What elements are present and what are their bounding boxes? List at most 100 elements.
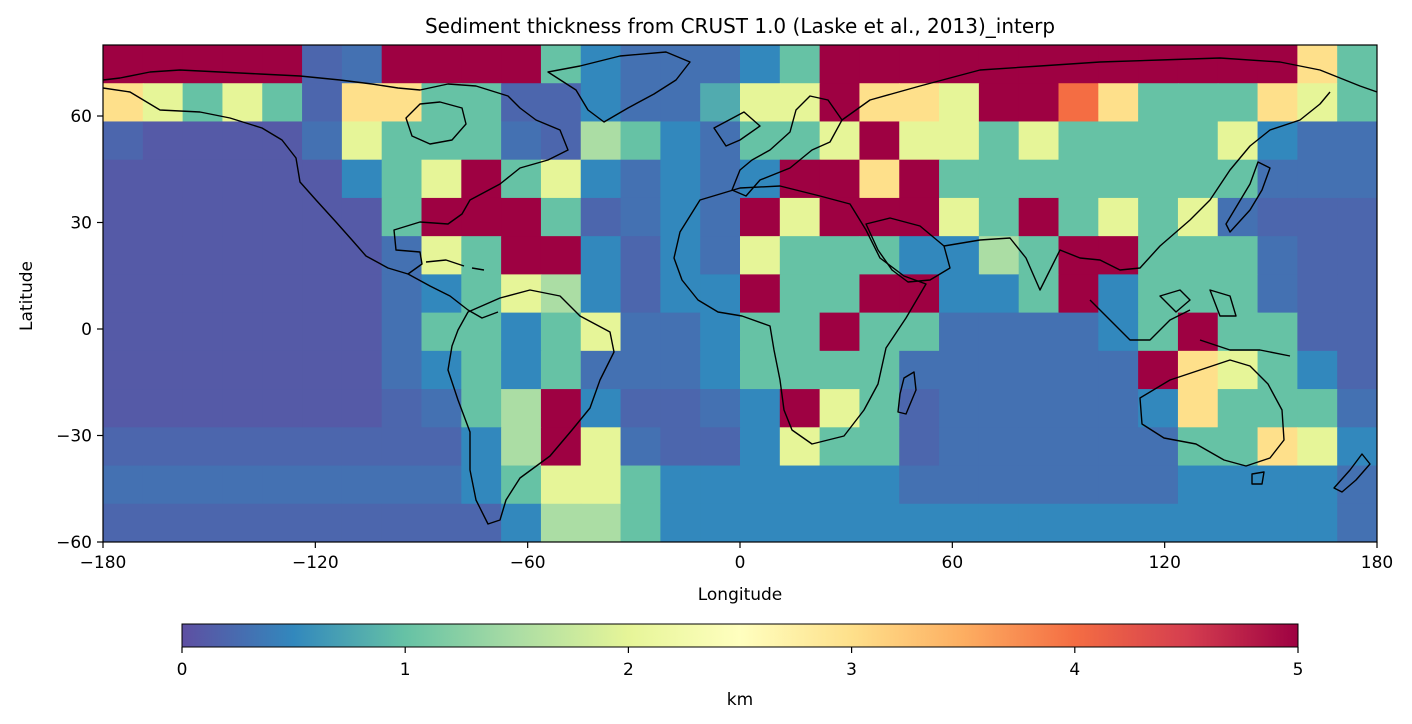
heatmap-cell [620, 274, 661, 314]
heatmap-cell [222, 503, 263, 542]
heatmap-cell [740, 197, 781, 237]
heatmap-cell [819, 389, 861, 428]
heatmap-cell [501, 312, 542, 352]
heatmap-cell [819, 427, 861, 467]
heatmap-cell [1098, 465, 1139, 505]
heatmap-cell [501, 503, 542, 542]
heatmap-cell [341, 45, 383, 84]
heatmap-cell [899, 45, 940, 84]
heatmap-cell [1018, 312, 1060, 352]
coastline-tasmania [1251, 471, 1265, 485]
heatmap-cell [978, 350, 1020, 390]
heatmap-cell [262, 389, 303, 428]
coastline-eurasia [841, 57, 1377, 291]
heatmap-cell [1098, 427, 1139, 467]
heatmap-cell [142, 159, 184, 199]
coastline-layer [103, 51, 1377, 525]
heatmap-cell [540, 121, 582, 161]
heatmap-cell [939, 312, 980, 352]
heatmap-cell [819, 503, 861, 542]
heatmap-cell [1337, 236, 1377, 275]
heatmap-cell [779, 350, 821, 390]
heatmap-cell [779, 465, 821, 505]
heatmap-cell [1297, 389, 1338, 428]
heatmap-cell [1337, 503, 1377, 542]
heatmap-cell [103, 312, 144, 352]
x-tick-label: 60 [942, 553, 964, 573]
heatmap-cell [103, 427, 144, 467]
heatmap-cell [142, 389, 184, 428]
heatmap-cell [103, 197, 144, 237]
heatmap-cell [501, 121, 542, 161]
heatmap-cell [182, 159, 224, 199]
heatmap-cell [740, 236, 781, 275]
heatmap-cell [939, 427, 980, 467]
heatmap-cell [540, 389, 582, 428]
heatmap-cell [620, 121, 661, 161]
heatmap-cell [620, 503, 661, 542]
heatmap-cell [1058, 389, 1099, 428]
coastline-japan [1225, 161, 1271, 233]
coastline-africa [673, 185, 927, 445]
heatmap-cell [700, 503, 741, 542]
heatmap-cell [899, 503, 940, 542]
heatmap-cell [302, 350, 343, 390]
heatmap-cell [1217, 350, 1259, 390]
heatmap-cell [222, 427, 263, 467]
heatmap-cell [421, 159, 462, 199]
coastline-hudson-bay [405, 101, 467, 145]
heatmap-cell [461, 465, 502, 505]
heatmap-cell [1257, 350, 1298, 390]
heatmap-cell [222, 45, 263, 84]
heatmap-cell [103, 465, 144, 505]
heatmap-cell [1018, 503, 1060, 542]
heatmap-cell [660, 159, 701, 199]
heatmap-cell [262, 427, 303, 467]
heatmap-cell [182, 83, 224, 123]
heatmap-cell [1098, 197, 1139, 237]
heatmap-cell [222, 312, 263, 352]
heatmap-cell [381, 197, 423, 237]
heatmap-cell [142, 197, 184, 237]
heatmap-cell [660, 427, 701, 467]
heatmap-cell [421, 45, 462, 84]
heatmap-cell [103, 274, 144, 314]
heatmap-cell [899, 389, 940, 428]
heatmap-cell [501, 274, 542, 314]
heatmap-cell [819, 236, 861, 275]
heatmap-cell [700, 427, 741, 467]
heatmap-cell [461, 45, 502, 84]
heatmap-cell [222, 83, 263, 123]
heatmap-cell [262, 236, 303, 275]
heatmap-cell [1297, 197, 1338, 237]
heatmap-cell [142, 427, 184, 467]
heatmap-cell [381, 45, 423, 84]
heatmap-cell [540, 236, 582, 275]
heatmap-cell [620, 312, 661, 352]
heatmap-cell [939, 159, 980, 199]
heatmap-cell [103, 503, 144, 542]
heatmap-cell [341, 121, 383, 161]
colorbar [181, 623, 1299, 648]
heatmap-cell [1018, 427, 1060, 467]
heatmap-cell [1177, 465, 1219, 505]
heatmap-cell [1337, 312, 1377, 352]
coastline-greenland [547, 51, 691, 123]
heatmap-cell [142, 121, 184, 161]
heatmap-cell [540, 45, 582, 84]
heatmap-cell [620, 83, 661, 123]
heatmap-cell [142, 465, 184, 505]
heatmap-cell [501, 236, 542, 275]
heatmap-cell [978, 389, 1020, 428]
heatmap-cell [1098, 350, 1139, 390]
heatmap-cell [341, 274, 383, 314]
heatmap-cell [182, 312, 224, 352]
heatmap-cell [939, 465, 980, 505]
heatmap-cell [222, 350, 263, 390]
heatmap-cell [939, 274, 980, 314]
heatmap-cell [182, 121, 224, 161]
colorbar-tick-label: 2 [623, 660, 634, 680]
heatmap-cell [899, 197, 940, 237]
heatmap-cell [660, 350, 701, 390]
heatmap-cell [819, 121, 861, 161]
